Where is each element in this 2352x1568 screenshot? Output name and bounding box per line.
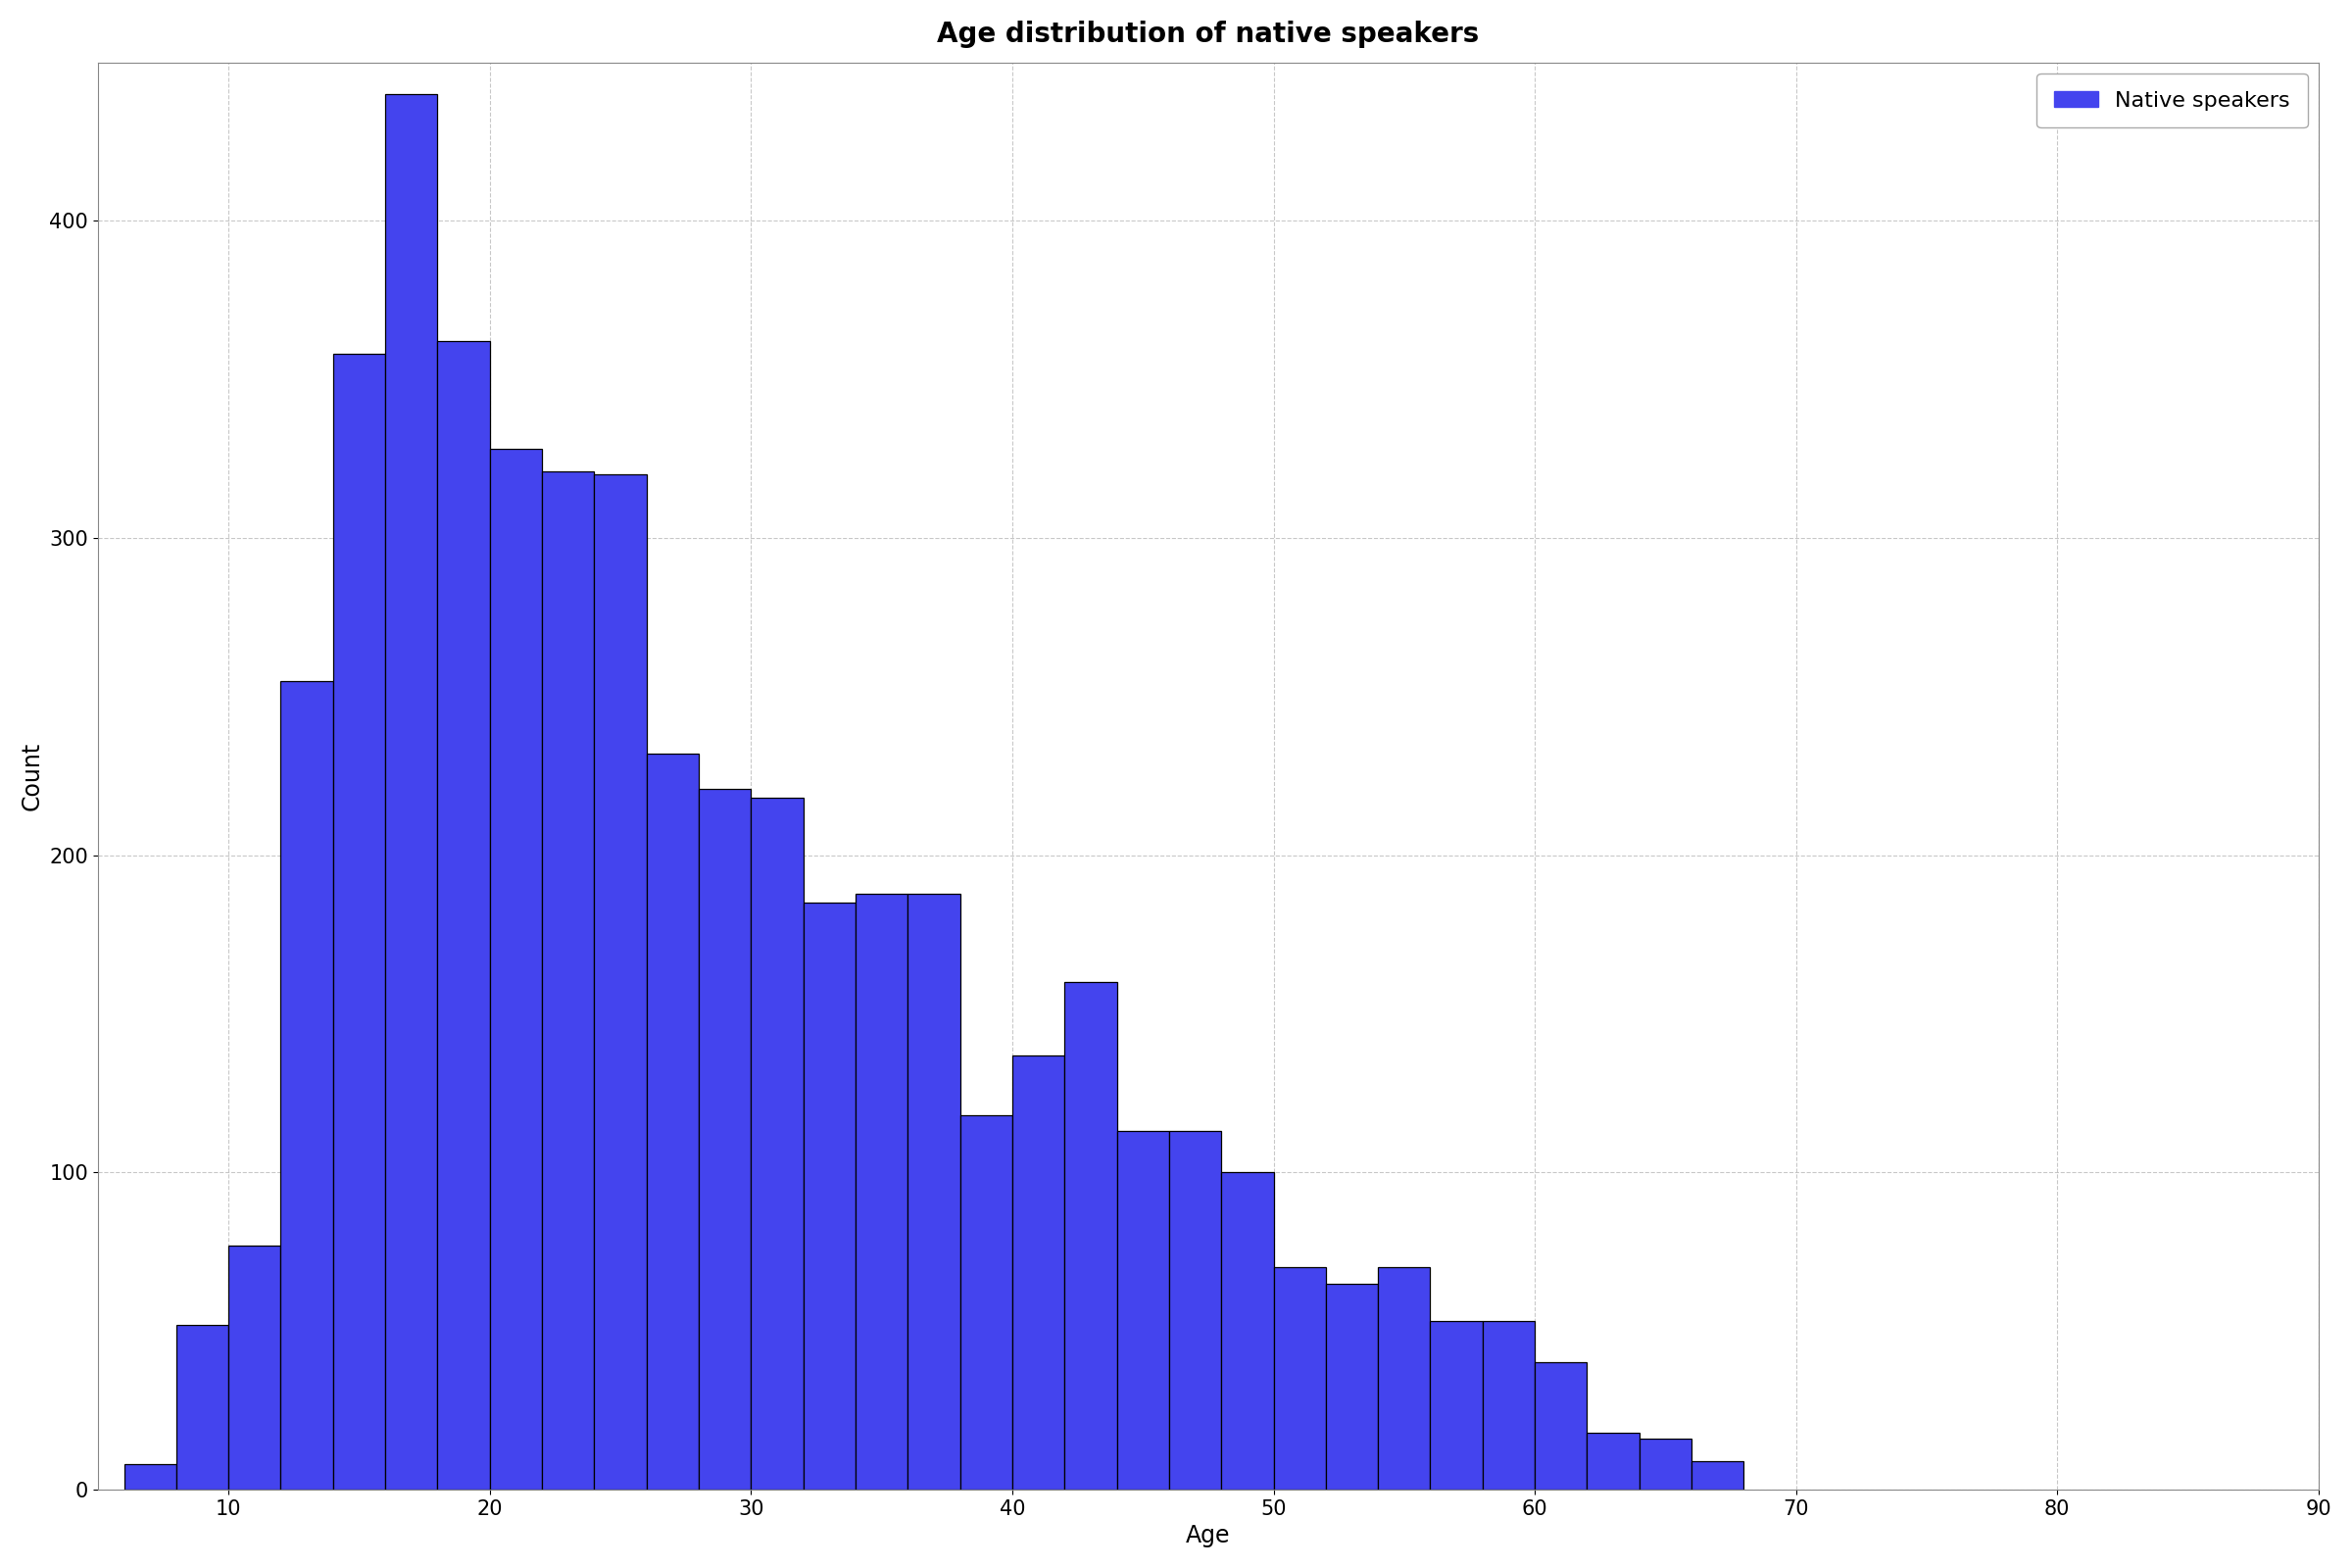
Bar	[1169, 1131, 1221, 1490]
Bar	[750, 798, 804, 1490]
Bar	[437, 342, 489, 1490]
Bar	[908, 894, 960, 1490]
Bar	[541, 472, 595, 1490]
Bar	[1065, 982, 1117, 1490]
Bar	[1691, 1461, 1743, 1490]
Bar	[1588, 1433, 1639, 1490]
Bar	[1221, 1173, 1272, 1490]
Bar	[804, 903, 856, 1490]
Bar	[595, 475, 647, 1490]
Bar	[1011, 1055, 1065, 1490]
Bar	[334, 354, 386, 1490]
Bar	[1378, 1267, 1430, 1490]
Bar	[1327, 1283, 1378, 1490]
Legend: Native speakers: Native speakers	[2037, 74, 2307, 127]
Bar	[1536, 1363, 1588, 1490]
Bar	[960, 1115, 1011, 1490]
Bar	[699, 789, 750, 1490]
Y-axis label: Count: Count	[21, 742, 45, 811]
Bar	[1639, 1439, 1691, 1490]
Bar	[489, 450, 541, 1490]
Bar	[1430, 1322, 1482, 1490]
Bar	[125, 1465, 176, 1490]
Bar	[1272, 1267, 1327, 1490]
X-axis label: Age: Age	[1185, 1524, 1230, 1548]
Bar	[386, 94, 437, 1490]
Bar	[176, 1325, 228, 1490]
Title: Age distribution of native speakers: Age distribution of native speakers	[936, 20, 1479, 49]
Bar	[228, 1245, 280, 1490]
Bar	[1482, 1322, 1536, 1490]
Bar	[1117, 1131, 1169, 1490]
Bar	[856, 894, 908, 1490]
Bar	[647, 754, 699, 1490]
Bar	[280, 681, 334, 1490]
